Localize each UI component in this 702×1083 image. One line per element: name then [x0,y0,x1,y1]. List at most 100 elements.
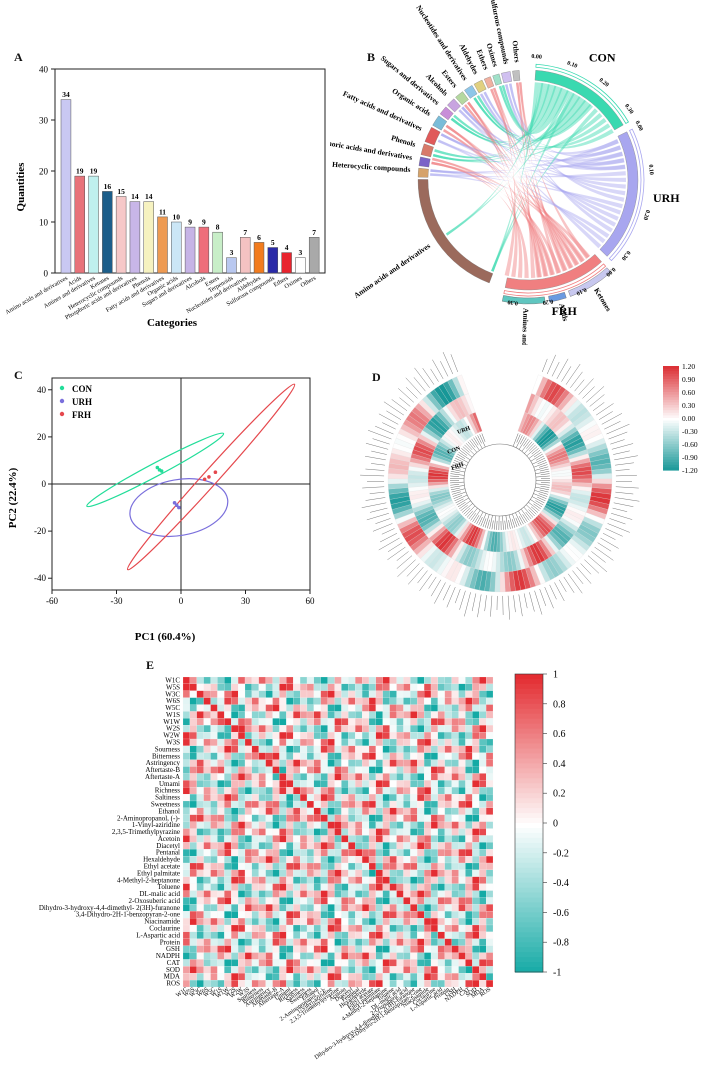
heatmap-cell [403,973,411,981]
compound-label-line [549,584,557,600]
heatmap-cell [355,787,363,795]
scale-swatch-e [515,872,543,879]
chord-ribbon [432,82,546,162]
scale-swatch-e [515,718,543,725]
panel-label-c: C [14,368,23,382]
heatmap-cell [382,869,390,877]
heatmap-cell [362,759,370,767]
dendrogram-branch [450,485,465,488]
heatmap-cell [410,773,418,781]
heatmap-cell [320,697,328,705]
heatmap-cell [293,918,301,926]
heatmap-cell [286,911,294,919]
heatmap-cell [334,945,342,953]
y-tick-label-a: 30 [39,116,49,126]
heatmap-cell [210,869,218,877]
heatmap-cell [244,794,252,802]
heatmap-cell [417,759,425,767]
heatmap-cell [224,980,232,988]
heatmap-cell [251,842,259,850]
heatmap-cell [375,897,383,905]
dendrogram-branch [502,515,504,530]
heatmap-cell [224,738,232,746]
heatmap-cell [348,794,356,802]
heatmap-cell [258,959,266,967]
chord-arcs [417,63,645,305]
heatmap-cell [265,856,273,864]
compound-label-line [611,443,634,450]
heatmap-cell [486,959,494,967]
heatmap-cell [472,883,480,891]
heatmap-cell [355,842,363,850]
heatmap-cell [279,828,287,836]
scale-swatch-e [515,808,543,814]
heatmap-cell [430,745,438,753]
heatmap-cell [320,773,328,781]
heatmap-cell [396,883,404,891]
scale-swatch-d [663,457,679,461]
heatmap-cell [451,794,459,802]
heatmap-cell [355,862,363,870]
dendrogram-branch [523,438,529,447]
heatmap-cell [300,973,308,981]
heatmap-cell [389,704,397,712]
heatmap-cell [334,745,342,753]
dendrogram-branch [465,443,473,451]
heatmap-cell [327,945,335,953]
heatmap-cell [265,773,273,781]
dendrogram-branch [468,507,478,520]
heatmap-cell [341,869,349,877]
heatmap-cell [368,973,376,981]
heatmap-cell [437,952,445,960]
heatmap-cell [210,780,218,788]
heatmap-cell [210,828,218,836]
heatmap-cell [368,787,376,795]
heatmap-cell [437,697,445,705]
heatmap-cell [424,752,432,760]
dendrogram-branch [540,482,550,484]
heatmap-cell [341,973,349,981]
chord-ribbon [430,139,619,174]
heatmap-cell [306,876,314,884]
heatmap-cell [341,704,349,712]
heatmap-cell [424,890,432,898]
compound-label-line [450,354,458,373]
heatmap-cell [279,938,287,946]
dendrogram-branch [505,515,509,530]
heatmap-cell [189,773,197,781]
heatmap-cell [251,697,259,705]
heatmap-cell [444,849,452,857]
heatmap-cell [382,704,390,712]
scale-swatch-e [515,758,543,764]
heatmap-cell [231,835,239,843]
heatmap-cell [286,959,294,967]
heatmap-cell [396,752,404,760]
heatmap-cell [382,800,390,808]
compound-label-line [464,592,471,617]
bar-value-label: 7 [312,228,316,237]
heatmap-cell [451,862,459,870]
heatmap-cell [396,787,404,795]
heatmap-cell [472,862,480,870]
heatmap-cell [341,794,349,802]
heatmap-cell [334,814,342,822]
heatmap-cell [203,807,211,815]
heatmap-cell [224,773,232,781]
heatmap-cell [437,849,445,857]
heatmap-cell [224,787,232,795]
heatmap-row-labels: W1CW5SW3CW6SW5CW1SW1WW2SW2WW3SSournessBi… [39,677,181,988]
heatmap-cell [300,862,308,870]
heatmap-cell [382,931,390,939]
heatmap-cell [465,745,473,753]
heatmap-cell [396,807,404,815]
chord-tick-label: 0.20 [542,298,553,306]
heatmap-cell [182,945,190,953]
legend-marker-con [59,385,65,391]
heatmap-cell [258,780,266,788]
heatmap-cell [279,814,287,822]
heatmap-cell [465,890,473,898]
heatmap-cell [189,980,197,988]
bar-value-label: 10 [173,213,181,222]
heatmap-cell [258,835,266,843]
heatmap-cell [437,794,445,802]
